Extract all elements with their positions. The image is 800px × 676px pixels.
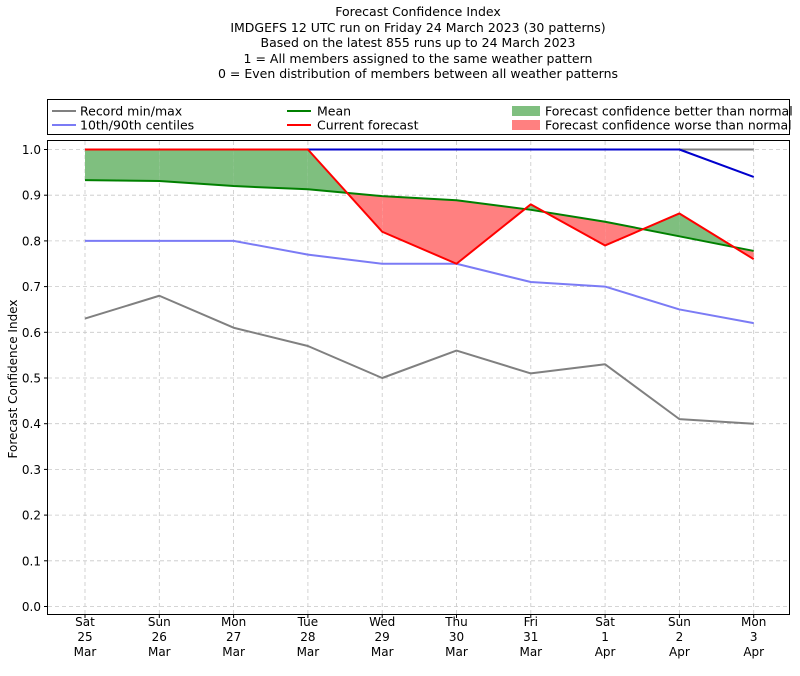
- legend-worse-swatch: [512, 120, 540, 130]
- y-tick-label-2: 0.2: [22, 509, 41, 523]
- worse-fill-4: [382, 196, 457, 264]
- y-tick-label-8: 0.8: [22, 234, 41, 248]
- legend-better-swatch: [512, 106, 540, 116]
- x-tick-label-2-2: Mar: [222, 645, 245, 659]
- p10-line: [85, 239, 754, 325]
- grid: [48, 141, 790, 614]
- x-tick-label-1-1: 26: [152, 630, 167, 644]
- x-tick-label-3-0: Tue: [297, 615, 319, 629]
- legend-record-label: Record min/max: [80, 104, 182, 119]
- x-tick-label-9-0: Mon: [741, 615, 766, 629]
- legend-better-label: Forecast confidence better than normal: [545, 104, 793, 119]
- better-fill-0: [85, 149, 160, 182]
- legend-mean-label: Mean: [317, 104, 351, 119]
- x-tick-label-6-2: Mar: [519, 645, 542, 659]
- legend-worse-label: Forecast confidence worse than normal: [545, 118, 792, 133]
- chart-subtitle-runs: Based on the latest 855 runs up to 24 Ma…: [260, 35, 576, 50]
- x-tick-label-6-0: Fri: [524, 615, 538, 629]
- better-fill-1: [159, 149, 234, 187]
- x-tick-label-1-2: Mar: [148, 645, 171, 659]
- x-tick-label-8-0: Sun: [668, 615, 691, 629]
- y-tick-label-1: 0.1: [22, 554, 41, 568]
- legend-centiles-label: 10th/90th centiles: [80, 118, 194, 133]
- confidence-fills: [85, 149, 754, 264]
- legend-current-label: Current forecast: [317, 118, 419, 133]
- worse-fill-5a: [456, 200, 525, 264]
- x-tick-label-8-1: 2: [676, 630, 684, 644]
- x-tick-label-9-2: Apr: [743, 645, 764, 659]
- x-tick-label-5-1: 30: [449, 630, 464, 644]
- better-fill-2: [233, 149, 308, 190]
- y-tick-label-10: 1.0: [22, 143, 41, 157]
- x-tick-label-3-1: 28: [300, 630, 315, 644]
- y-tick-label-3: 0.3: [22, 463, 41, 477]
- x-tick-label-5-0: Thu: [444, 615, 468, 629]
- axes: 0.00.10.20.30.40.50.60.70.80.91.0Sat25Ma…: [22, 143, 766, 659]
- chart-subtitle-zero: 0 = Even distribution of members between…: [217, 66, 619, 81]
- x-tick-label-4-1: 29: [375, 630, 390, 644]
- x-tick-label-0-2: Mar: [74, 645, 97, 659]
- title-block: Forecast Confidence Index IMDGEFS 12 UTC…: [0, 4, 800, 82]
- y-tick-label-7: 0.7: [22, 280, 41, 294]
- x-tick-label-3-2: Mar: [297, 645, 320, 659]
- y-tick-label-4: 0.4: [22, 417, 41, 431]
- x-tick-label-4-2: Mar: [371, 645, 394, 659]
- legend-frame: [47, 99, 790, 135]
- x-tick-label-9-1: 3: [750, 630, 758, 644]
- x-tick-label-2-1: 27: [226, 630, 241, 644]
- x-tick-label-6-1: 31: [523, 630, 538, 644]
- y-tick-label-0: 0.0: [22, 600, 41, 614]
- x-tick-label-7-1: 1: [601, 630, 609, 644]
- y-tick-label-9: 0.9: [22, 189, 41, 203]
- chart-subtitle-run: IMDGEFS 12 UTC run on Friday 24 March 20…: [230, 19, 606, 35]
- chart-subtitle-one: 1 = All members assigned to the same wea…: [243, 50, 593, 66]
- x-tick-label-1-0: Sun: [148, 615, 171, 629]
- record_min-line: [84, 294, 754, 425]
- x-tick-label-8-2: Apr: [669, 645, 690, 659]
- legend: Record min/max 10th/90th centiles Mean C…: [47, 99, 793, 135]
- x-tick-label-0-0: Sat: [75, 615, 95, 629]
- current-line: [85, 148, 755, 265]
- y-tick-label-6: 0.6: [22, 326, 41, 340]
- x-tick-label-5-2: Mar: [445, 645, 468, 659]
- series-lines: [84, 148, 755, 425]
- y-axis-title: Forecast Confidence Index: [6, 300, 20, 459]
- x-tick-label-7-0: Sat: [595, 615, 615, 629]
- x-tick-label-4-0: Wed: [369, 615, 395, 629]
- x-tick-label-7-2: Apr: [595, 645, 616, 659]
- chart-title: Forecast Confidence Index: [335, 4, 501, 19]
- plot-frame: [47, 140, 790, 615]
- y-tick-label-5: 0.5: [22, 372, 41, 386]
- x-tick-label-2-0: Mon: [221, 615, 246, 629]
- x-tick-label-0-1: 25: [77, 630, 92, 644]
